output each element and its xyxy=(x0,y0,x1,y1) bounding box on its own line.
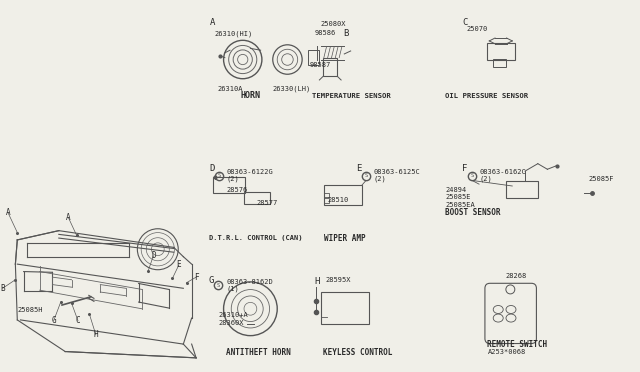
Text: E: E xyxy=(356,164,362,173)
Text: 08363-6122G: 08363-6122G xyxy=(226,169,273,175)
Text: H: H xyxy=(314,278,319,286)
Text: 08363-8162D: 08363-8162D xyxy=(226,279,273,285)
Text: 98586: 98586 xyxy=(314,31,335,36)
Text: 25085F: 25085F xyxy=(589,176,614,182)
Text: 28360X: 28360X xyxy=(218,320,244,326)
Text: 25085H: 25085H xyxy=(17,307,43,312)
Text: (2): (2) xyxy=(373,175,386,182)
Bar xyxy=(324,193,329,197)
Text: D: D xyxy=(151,251,156,260)
Text: 08363-6162C: 08363-6162C xyxy=(479,169,526,175)
Text: WIPER AMP: WIPER AMP xyxy=(324,234,365,243)
Text: D: D xyxy=(209,164,214,173)
Text: 24894: 24894 xyxy=(445,187,467,193)
Text: 25085E: 25085E xyxy=(445,194,470,200)
Text: BOOST SENSOR: BOOST SENSOR xyxy=(445,208,500,217)
Text: OIL PRESSURE SENSOR: OIL PRESSURE SENSOR xyxy=(445,93,529,99)
Text: 98587: 98587 xyxy=(309,62,330,68)
Bar xyxy=(324,198,329,203)
Bar xyxy=(213,177,245,193)
Text: S: S xyxy=(217,283,220,288)
Text: 25085EA: 25085EA xyxy=(445,202,475,208)
Text: 25080X: 25080X xyxy=(321,21,346,27)
Text: C: C xyxy=(76,316,80,325)
Text: A: A xyxy=(209,18,215,27)
Text: HORN: HORN xyxy=(241,92,261,100)
Text: B: B xyxy=(344,29,349,38)
Text: TEMPERATURE SENSOR: TEMPERATURE SENSOR xyxy=(312,93,391,99)
Bar xyxy=(486,43,515,60)
Text: B: B xyxy=(0,284,5,293)
Text: F: F xyxy=(194,273,198,282)
Text: (2): (2) xyxy=(479,175,492,182)
Bar xyxy=(323,58,337,76)
Bar xyxy=(321,292,369,324)
Text: (2): (2) xyxy=(226,175,239,182)
Text: A: A xyxy=(66,213,70,222)
Text: S: S xyxy=(218,173,221,179)
Text: REMOTE SWITCH: REMOTE SWITCH xyxy=(486,340,547,349)
Text: D.T.R.L. CONTROL (CAN): D.T.R.L. CONTROL (CAN) xyxy=(209,235,302,241)
Text: C: C xyxy=(463,18,468,27)
Text: A253*0068: A253*0068 xyxy=(488,349,526,355)
Bar xyxy=(324,185,362,205)
Bar xyxy=(493,59,506,67)
Bar xyxy=(506,181,538,198)
Text: (1): (1) xyxy=(226,286,239,292)
Text: 28595X: 28595X xyxy=(326,277,351,283)
Text: 28577: 28577 xyxy=(257,200,278,206)
Text: A: A xyxy=(5,208,10,217)
Text: E: E xyxy=(177,260,181,269)
Text: KEYLESS CONTROL: KEYLESS CONTROL xyxy=(323,348,392,357)
Text: 25070: 25070 xyxy=(467,26,488,32)
Text: H: H xyxy=(93,330,98,339)
Bar xyxy=(308,50,319,65)
Text: G: G xyxy=(51,316,56,325)
Text: 28268: 28268 xyxy=(506,273,527,279)
Text: ANTITHEFT HORN: ANTITHEFT HORN xyxy=(226,348,291,357)
Text: 26330(LH): 26330(LH) xyxy=(273,85,311,92)
Text: 26310(HI): 26310(HI) xyxy=(214,30,253,37)
Text: 26310+A: 26310+A xyxy=(218,312,248,318)
Text: 26310A: 26310A xyxy=(217,86,243,92)
Text: 28576: 28576 xyxy=(226,187,248,193)
Text: G: G xyxy=(209,276,214,285)
Text: 28510: 28510 xyxy=(327,197,348,203)
Text: F: F xyxy=(463,164,468,173)
Text: S: S xyxy=(470,173,474,179)
Text: 08363-6125C: 08363-6125C xyxy=(373,169,420,175)
Text: S: S xyxy=(364,173,367,179)
Bar xyxy=(244,192,269,204)
